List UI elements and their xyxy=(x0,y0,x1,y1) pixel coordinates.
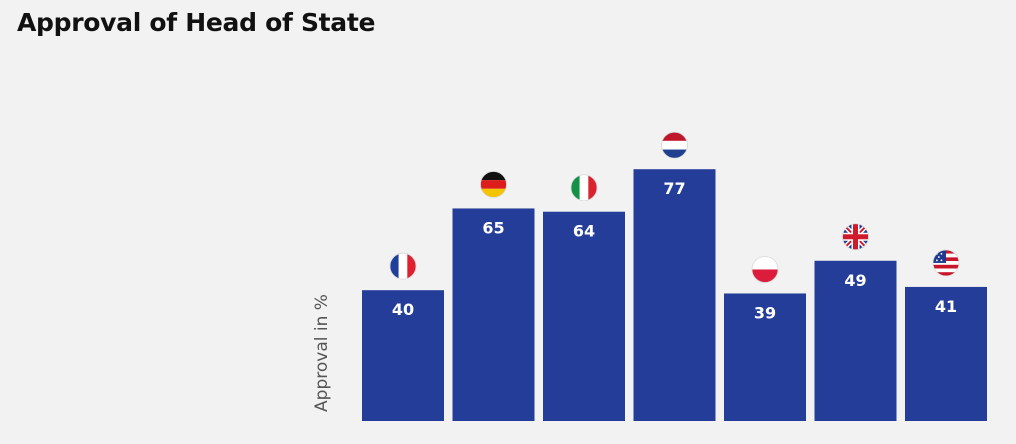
flag-france-icon xyxy=(390,253,416,280)
bar-0 xyxy=(362,290,444,421)
value-label-1: 65 xyxy=(482,218,504,237)
value-label-4: 39 xyxy=(754,303,776,322)
value-label-0: 40 xyxy=(392,300,414,319)
flag-uk-icon xyxy=(842,223,869,250)
flag-outline xyxy=(661,131,688,159)
flag-outline xyxy=(389,252,417,280)
bars-group xyxy=(362,169,987,421)
flags-group xyxy=(389,131,960,283)
flag-netherlands-icon xyxy=(661,132,688,159)
value-label-2: 64 xyxy=(573,222,595,241)
value-label-3: 77 xyxy=(663,179,685,198)
bar-5 xyxy=(814,260,897,421)
value-labels-group: 40 65 64 77 39 49 41 xyxy=(392,179,957,322)
bar-2 xyxy=(543,211,625,421)
flag-usa-icon xyxy=(933,249,959,276)
flag-outline xyxy=(751,256,779,283)
flag-outline xyxy=(480,171,507,198)
bar-1 xyxy=(452,208,535,421)
flag-outline xyxy=(570,174,598,202)
value-label-5: 49 xyxy=(844,271,866,290)
bar-6 xyxy=(905,286,987,421)
flag-italy-icon xyxy=(571,174,597,201)
flag-outline xyxy=(842,223,869,251)
bar-3 xyxy=(633,169,716,421)
flag-poland-icon xyxy=(752,256,778,283)
chart-title: Approval of Head of State xyxy=(17,8,376,37)
flag-germany-icon xyxy=(480,171,507,198)
flag-outline xyxy=(932,249,960,277)
value-label-6: 41 xyxy=(935,297,957,316)
bar-4 xyxy=(724,293,806,421)
